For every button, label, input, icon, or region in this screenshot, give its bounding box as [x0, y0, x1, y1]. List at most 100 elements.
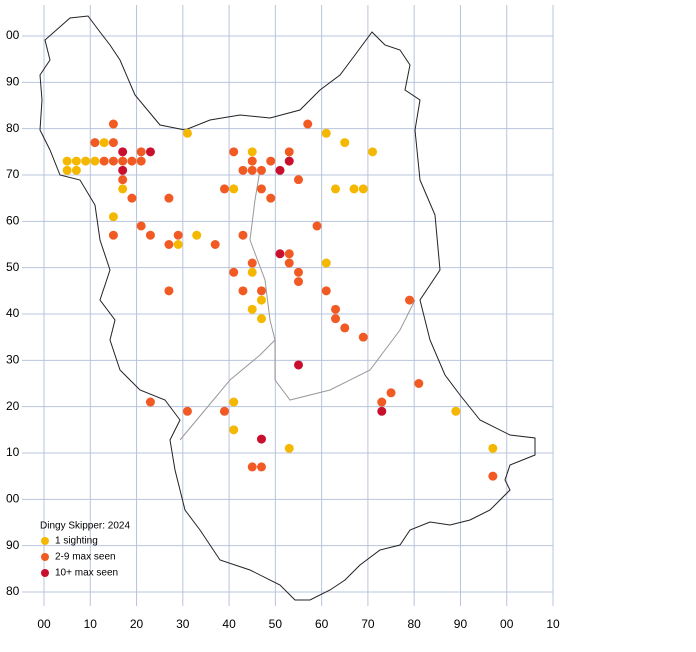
- record-dot: [275, 165, 285, 175]
- record-dot: [331, 314, 341, 324]
- record-dot: [118, 156, 128, 166]
- record-dot: [294, 360, 303, 370]
- record-dot: [173, 240, 183, 249]
- record-dot: [182, 128, 192, 138]
- record-dot: [349, 184, 359, 194]
- record-dot: [247, 147, 257, 157]
- record-dot: [127, 156, 137, 166]
- record-dot: [284, 147, 294, 157]
- record-dot: [136, 221, 146, 231]
- y-tick-label: 20: [6, 399, 20, 413]
- y-tick-label: 00: [6, 28, 20, 42]
- legend-marker: [41, 569, 49, 577]
- record-dot: [386, 388, 396, 398]
- record-dot: [247, 156, 257, 166]
- record-dot: [164, 240, 174, 249]
- y-tick-label: 00: [6, 492, 20, 506]
- record-dot: [377, 397, 387, 407]
- record-dot: [256, 286, 266, 296]
- y-tick-label: 90: [6, 538, 20, 552]
- legend-title: Dingy Skipper: 2024: [40, 521, 130, 532]
- legend-marker: [41, 553, 49, 561]
- record-dot: [247, 267, 257, 277]
- y-tick-label: 30: [6, 353, 20, 367]
- record-dot: [321, 128, 331, 138]
- record-dot: [331, 184, 341, 194]
- y-tick-label: 60: [6, 214, 20, 228]
- record-dot: [321, 258, 331, 268]
- record-dot: [238, 286, 248, 296]
- record-dot: [71, 165, 81, 175]
- x-tick-label: 20: [130, 617, 144, 631]
- record-dot: [108, 138, 118, 148]
- record-dot: [266, 156, 276, 166]
- record-dot: [62, 156, 72, 166]
- y-tick-label: 10: [6, 445, 20, 459]
- y-tick-label: 40: [6, 306, 20, 320]
- record-dot: [340, 323, 350, 333]
- record-dot: [303, 119, 313, 129]
- x-tick-label: 00: [37, 617, 51, 631]
- record-dot: [294, 175, 303, 185]
- record-dot: [247, 304, 257, 314]
- record-dot: [256, 314, 266, 324]
- record-dot: [256, 434, 266, 444]
- record-dot: [451, 406, 461, 416]
- record-dot: [99, 138, 109, 148]
- record-dot: [377, 406, 387, 416]
- x-tick-label: 60: [315, 617, 329, 631]
- record-dot: [108, 212, 118, 222]
- record-dot: [192, 230, 202, 240]
- record-dot: [405, 295, 415, 305]
- record-dot: [247, 165, 257, 175]
- record-dot: [210, 240, 220, 249]
- record-dot: [219, 184, 229, 194]
- record-dot: [284, 443, 294, 453]
- record-dot: [127, 193, 137, 203]
- record-dot: [164, 286, 174, 296]
- record-dot: [118, 184, 128, 194]
- record-dot: [247, 258, 257, 268]
- legend-label: 2-9 max seen: [55, 552, 116, 563]
- x-tick-label: 30: [176, 617, 190, 631]
- record-dot: [340, 138, 350, 148]
- record-dot: [488, 471, 498, 481]
- record-dot: [145, 230, 155, 240]
- record-dot: [294, 277, 303, 287]
- x-tick-label: 40: [222, 617, 236, 631]
- record-dot: [284, 258, 294, 268]
- record-dot: [321, 286, 331, 296]
- y-tick-label: 50: [6, 260, 20, 274]
- x-tick-label: 70: [361, 617, 375, 631]
- record-dot: [238, 165, 248, 175]
- record-dot: [312, 221, 322, 231]
- record-dot: [256, 295, 266, 305]
- record-dot: [331, 304, 341, 314]
- record-dot: [284, 249, 294, 259]
- record-dot: [219, 406, 229, 416]
- record-dot: [358, 184, 368, 194]
- record-dot: [229, 184, 239, 194]
- record-dot: [182, 406, 192, 416]
- x-tick-label: 00: [500, 617, 514, 631]
- record-dot: [229, 267, 239, 277]
- record-dot: [266, 193, 276, 203]
- record-dot: [118, 175, 128, 185]
- record-dot: [71, 156, 81, 166]
- record-dot: [118, 165, 128, 175]
- record-dot: [90, 156, 100, 166]
- x-tick-label: 10: [84, 617, 98, 631]
- record-dot: [108, 230, 118, 240]
- record-dot: [81, 156, 91, 166]
- x-tick-label: 10: [546, 617, 560, 631]
- record-dot: [62, 165, 72, 175]
- record-dot: [275, 249, 285, 259]
- record-dot: [256, 184, 266, 194]
- record-dot: [238, 230, 248, 240]
- legend-label: 10+ max seen: [55, 568, 118, 579]
- record-dot: [294, 267, 303, 277]
- record-dot: [173, 230, 183, 240]
- district-boundaries: [179, 169, 416, 441]
- x-tick-label: 90: [454, 617, 468, 631]
